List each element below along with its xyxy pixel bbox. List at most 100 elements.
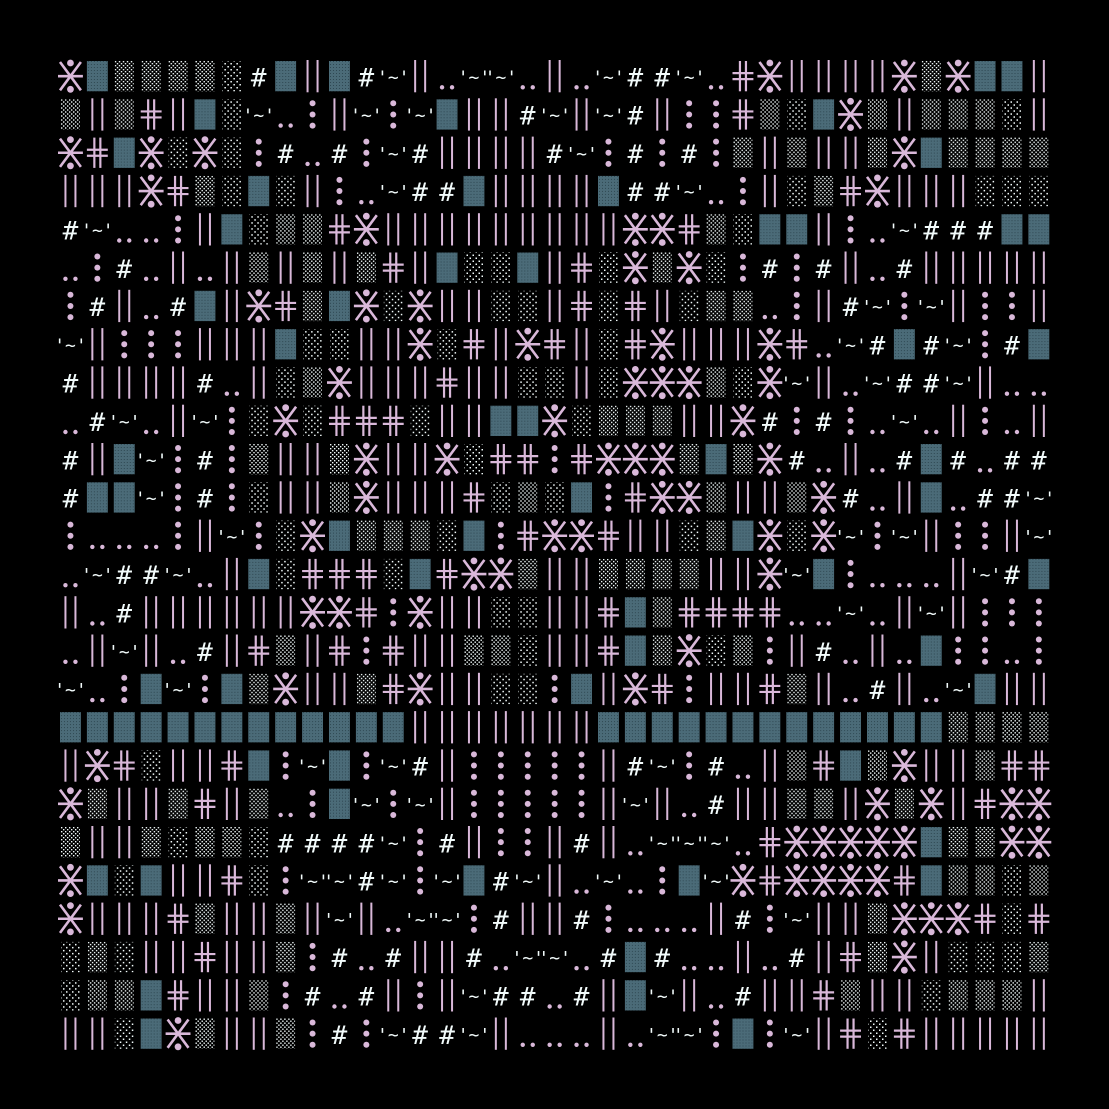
double-bar-glyph: [306, 174, 319, 208]
double-bar-glyph: [172, 366, 185, 399]
teal-block: [436, 99, 458, 130]
svg-text:#: #: [332, 944, 348, 974]
dot-pair-glyph: [1031, 391, 1047, 396]
svg-text:#: #: [143, 561, 159, 591]
double-cross-glyph: [463, 329, 485, 360]
sparse-dot-block: [706, 252, 726, 283]
teal-block: [678, 712, 700, 743]
svg-text:'~': '~': [942, 374, 975, 395]
double-bar-glyph: [441, 940, 454, 974]
colon-dots-glyph: [497, 521, 504, 550]
tilde-glyph: '~': [458, 67, 491, 88]
double-bar-glyph: [952, 251, 965, 284]
svg-text:'~': '~': [323, 910, 356, 931]
double-bar-glyph: [898, 672, 911, 706]
dense-dot-block: [868, 750, 887, 781]
asterisk-glyph: [138, 136, 164, 170]
colon-dots-glyph: [605, 483, 612, 512]
double-cross-glyph: [624, 290, 646, 322]
asterisk-glyph: [246, 289, 272, 323]
dot-pair-glyph: [924, 429, 939, 435]
tilde-glyph: '~': [350, 795, 383, 816]
colon-dots-glyph: [175, 521, 182, 550]
asterisk-glyph: [865, 174, 890, 208]
double-bar-glyph: [441, 634, 454, 667]
double-bar-glyph: [575, 634, 588, 667]
dense-dot-block: [975, 865, 995, 896]
svg-text:#: #: [63, 217, 79, 247]
double-cross-glyph: [113, 750, 135, 781]
hash-glyph: #: [897, 446, 913, 476]
double-bar-glyph: [225, 979, 238, 1012]
tilde-glyph: '~': [377, 833, 410, 854]
teal-block: [1028, 558, 1050, 590]
tilde-glyph: '~': [888, 412, 921, 433]
dense-dot-block: [114, 99, 134, 130]
double-bar-glyph: [710, 557, 723, 591]
dot-pair-glyph: [843, 391, 858, 396]
colon-dots-glyph: [497, 789, 504, 818]
svg-text:#: #: [897, 446, 913, 476]
double-bar-glyph: [602, 826, 615, 859]
svg-text:'~': '~': [404, 795, 437, 816]
double-bar-glyph: [844, 443, 857, 476]
teal-block: [920, 865, 942, 896]
double-bar-glyph: [145, 902, 158, 935]
double-bar-glyph: [898, 596, 911, 629]
svg-text:#: #: [439, 829, 455, 859]
tilde-glyph: '~': [780, 910, 813, 931]
hash-glyph: #: [977, 217, 993, 247]
double-bar-glyph: [91, 98, 104, 131]
hash-glyph: #: [628, 178, 644, 208]
double-bar-glyph: [844, 136, 857, 169]
tilde-glyph: '~': [377, 67, 410, 88]
svg-text:#: #: [681, 140, 697, 170]
svg-text:'~': '~': [1023, 527, 1056, 548]
sparse-dot-block: [1002, 175, 1022, 207]
sparse-dot-block: [1002, 99, 1022, 130]
double-bar-glyph: [925, 251, 938, 284]
double-bar-glyph: [925, 940, 938, 974]
asterisk-glyph: [353, 289, 379, 323]
teal-block: [221, 214, 243, 245]
asterisk-glyph: [407, 327, 433, 361]
teal-block: [463, 520, 485, 551]
dense-dot-block: [141, 827, 161, 858]
dense-dot-block: [1002, 137, 1022, 168]
double-bar-glyph: [817, 289, 830, 323]
tilde-glyph: '~': [942, 374, 975, 395]
tilde-glyph: '~': [350, 106, 383, 127]
teal-block: [329, 520, 350, 551]
tilde-glyph: '~': [458, 987, 491, 1008]
dense-dot-block: [276, 903, 296, 934]
dense-dot-block: [61, 827, 80, 858]
dense-dot-block: [249, 444, 269, 475]
dense-dot-block: [356, 520, 376, 551]
hash-glyph: #: [897, 255, 913, 285]
tilde-glyph: '~': [431, 910, 464, 931]
tilde-glyph: '~': [834, 527, 867, 548]
dense-dot-block: [787, 788, 807, 819]
colon-dots-glyph: [766, 904, 773, 933]
double-bar-glyph: [467, 596, 480, 629]
double-bar-glyph: [575, 596, 588, 629]
dot-pair-glyph: [708, 200, 724, 205]
double-bar-glyph: [225, 289, 238, 323]
colon-dots-glyph: [175, 483, 182, 512]
hash-glyph: #: [116, 561, 132, 591]
hash-glyph: #: [466, 944, 482, 974]
teal-block: [140, 1018, 162, 1049]
teal-block: [409, 558, 431, 590]
asterisk-glyph: [353, 480, 379, 514]
svg-text:#: #: [439, 1021, 455, 1051]
svg-text:#: #: [789, 944, 805, 974]
asterisk-glyph: [999, 787, 1025, 821]
svg-text:#: #: [897, 370, 913, 400]
double-bar-glyph: [656, 289, 669, 323]
double-cross-glyph: [382, 673, 404, 705]
double-bar-glyph: [575, 213, 588, 246]
double-bar-glyph: [198, 979, 211, 1012]
sparse-dot-block: [518, 673, 538, 705]
dense-dot-block: [114, 980, 134, 1011]
asterisk-glyph: [811, 863, 837, 897]
